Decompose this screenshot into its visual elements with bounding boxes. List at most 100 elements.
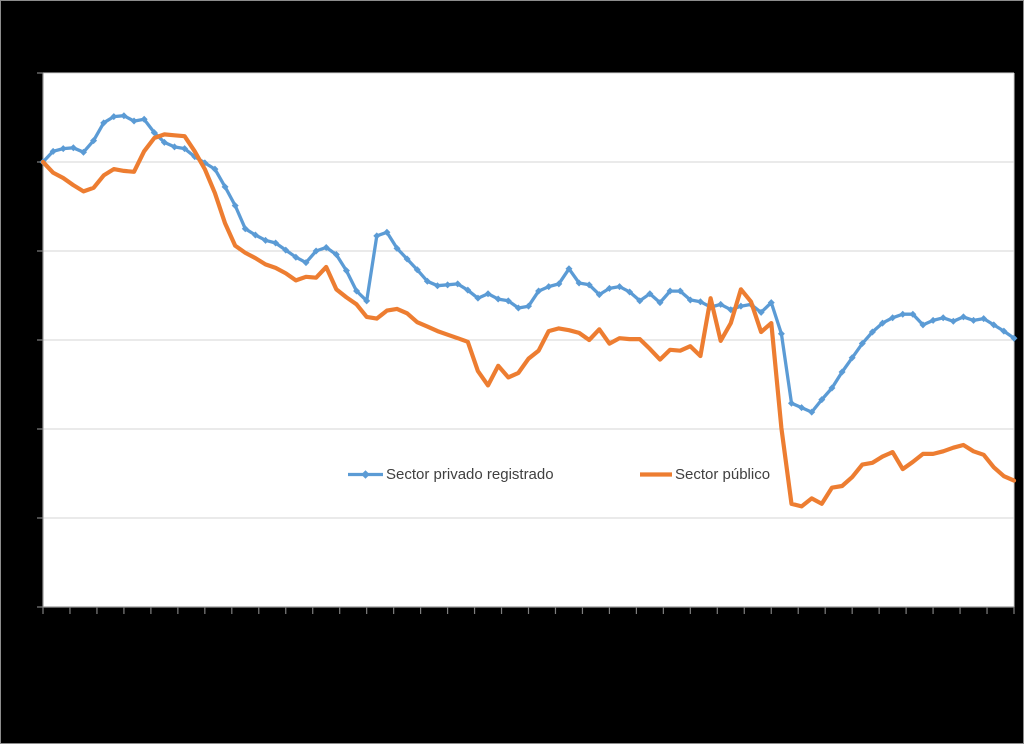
- series-marker: [919, 321, 927, 329]
- series-marker: [444, 281, 452, 289]
- series-marker: [636, 297, 644, 305]
- series-marker: [868, 328, 876, 336]
- series-marker: [696, 298, 704, 306]
- series-marker: [939, 314, 947, 322]
- series-marker: [494, 295, 502, 303]
- legend-line-marker-icon: [348, 469, 383, 479]
- series-marker: [1000, 327, 1008, 335]
- series-marker: [656, 299, 664, 307]
- series-marker: [140, 115, 148, 123]
- series-marker: [838, 368, 846, 376]
- series-marker: [322, 243, 330, 251]
- series-marker: [292, 253, 300, 261]
- series-marker: [79, 148, 87, 156]
- series-marker: [423, 277, 431, 285]
- series-marker: [413, 266, 421, 274]
- series-marker: [474, 294, 482, 302]
- series-marker: [69, 144, 77, 152]
- series-marker: [454, 280, 462, 288]
- series-marker: [555, 280, 563, 288]
- series-marker: [757, 308, 765, 316]
- legend-diamond-marker-icon: [361, 469, 370, 479]
- series-marker: [393, 244, 401, 252]
- series-marker: [1010, 334, 1018, 342]
- series-marker: [170, 143, 178, 151]
- series-marker: [616, 283, 624, 291]
- series-marker: [787, 399, 795, 407]
- series-marker: [818, 396, 826, 404]
- series-marker: [545, 283, 553, 291]
- series-marker: [959, 313, 967, 321]
- series-marker: [889, 314, 897, 322]
- series-marker: [980, 315, 988, 323]
- series-marker: [777, 330, 785, 338]
- series-line-1: [40, 132, 1017, 509]
- series-marker: [808, 408, 816, 416]
- series-marker: [90, 137, 98, 145]
- series-marker: [737, 302, 745, 310]
- series-marker: [585, 281, 593, 289]
- series-marker: [332, 251, 340, 259]
- series-marker: [403, 255, 411, 263]
- series-marker: [626, 288, 634, 296]
- series-marker: [575, 279, 583, 287]
- series-marker: [231, 202, 239, 210]
- series-marker: [767, 299, 775, 307]
- series-marker: [353, 287, 361, 295]
- series-marker: [150, 129, 158, 137]
- legend-item-sector-privado: Sector privado registrado: [347, 463, 554, 485]
- series-marker: [59, 145, 67, 153]
- series-marker: [565, 265, 573, 273]
- series-marker: [484, 290, 492, 298]
- series-marker: [949, 317, 957, 325]
- series-marker: [211, 165, 219, 173]
- series-marker: [605, 284, 613, 292]
- series-marker: [879, 319, 887, 327]
- series-marker: [120, 112, 128, 120]
- series-marker: [181, 145, 189, 153]
- legend-item-sector-publico: Sector público: [639, 463, 770, 485]
- series-marker: [535, 287, 543, 295]
- series-marker: [798, 404, 806, 412]
- series-marker: [717, 300, 725, 308]
- series-marker: [160, 138, 168, 146]
- series-marker: [595, 291, 603, 299]
- legend-line-icon: [640, 471, 672, 477]
- series-marker: [646, 290, 654, 298]
- series-marker: [970, 316, 978, 324]
- series-marker: [504, 297, 512, 305]
- series-marker: [848, 354, 856, 362]
- series-marker: [433, 282, 441, 290]
- series-marker: [221, 183, 229, 191]
- series-marker: [383, 228, 391, 236]
- series-marker: [686, 296, 694, 304]
- legend-label-sector-privado: Sector privado registrado: [386, 465, 554, 483]
- series-marker: [373, 232, 381, 240]
- series-marker: [828, 384, 836, 392]
- series-marker: [464, 286, 472, 294]
- series-marker: [899, 310, 907, 318]
- series-marker: [241, 225, 249, 233]
- series-marker: [363, 297, 371, 305]
- series-marker: [666, 287, 674, 295]
- series-marker: [272, 239, 280, 247]
- series-marker: [100, 119, 108, 127]
- series-marker: [302, 259, 310, 267]
- series-marker: [342, 267, 350, 275]
- series-marker: [251, 231, 259, 239]
- series-marker: [676, 287, 684, 295]
- series-marker: [909, 310, 917, 318]
- series-marker: [282, 246, 290, 254]
- series-marker: [262, 236, 270, 244]
- series-marker: [110, 113, 118, 121]
- series-marker: [312, 247, 320, 255]
- series-marker: [990, 321, 998, 329]
- series-marker: [49, 147, 57, 155]
- series-marker: [858, 340, 866, 348]
- series-marker: [514, 304, 522, 312]
- series-marker: [525, 302, 532, 310]
- series-marker: [130, 117, 138, 125]
- series-marker: [929, 316, 937, 324]
